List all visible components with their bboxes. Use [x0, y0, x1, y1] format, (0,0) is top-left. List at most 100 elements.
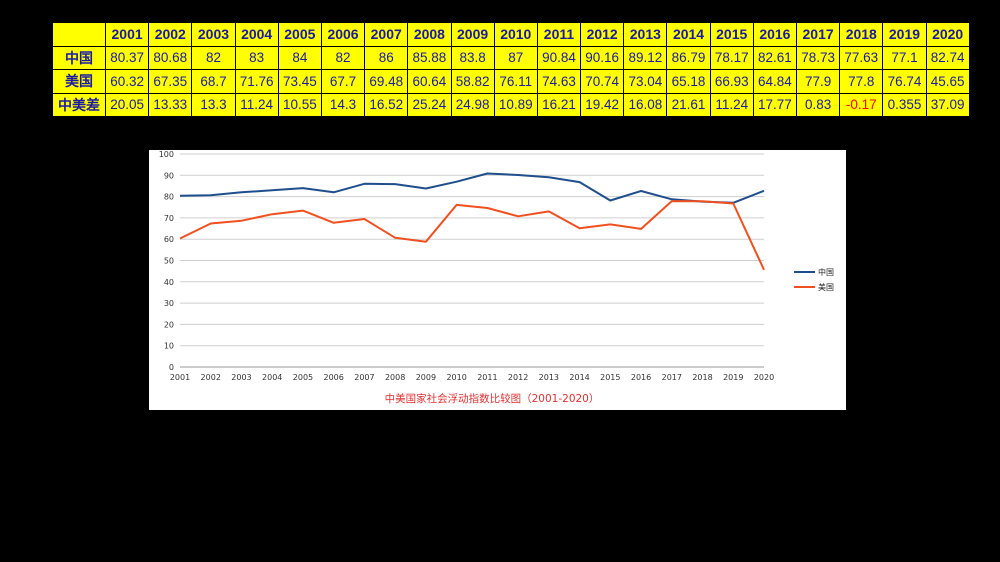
y-tick-label: 100 — [159, 150, 174, 159]
value-cell: 71.76 — [234, 69, 279, 94]
value-cell: 74.63 — [536, 69, 582, 94]
table-row: 中美差 20.05 13.33 13.3 11.24 10.55 14.3 16.52 25.2… — [52, 92, 970, 117]
value-cell: 84 — [277, 45, 322, 70]
line-chart: 0 10 20 30 40 50 60 70 80 90 100 2001 2002 2003 2004 20… — [149, 150, 846, 410]
value-cell: 76.74 — [882, 69, 927, 94]
value-cell: 13.33 — [148, 92, 193, 117]
value-cell: 85.88 — [407, 45, 452, 70]
y-tick-label: 20 — [164, 320, 174, 329]
value-cell: 25.24 — [407, 92, 452, 117]
table-corner-cell — [52, 22, 106, 47]
year-header-cell: 2006 — [320, 22, 366, 47]
y-tick-label: 90 — [164, 171, 174, 180]
value-cell: 90.16 — [580, 45, 625, 70]
value-cell: 69.48 — [364, 69, 409, 94]
table-header-row: 2001 2002 2003 2004 2005 2006 2007 2008 2009 2010… — [52, 22, 970, 47]
value-cell: 64.84 — [752, 69, 798, 94]
data-table: 2001 2002 2003 2004 2005 2006 2007 2008 2009 2010… — [52, 22, 970, 117]
year-header-cell: 2011 — [536, 22, 582, 47]
x-tick-label: 2008 — [385, 373, 405, 382]
value-cell: 86 — [364, 45, 409, 70]
value-cell: 60.64 — [407, 69, 452, 94]
value-cell: 67.35 — [148, 69, 193, 94]
value-cell: 77.63 — [839, 45, 884, 70]
year-header-cell: 2004 — [234, 22, 279, 47]
value-cell: 76.11 — [493, 69, 538, 94]
value-cell: 82.74 — [925, 45, 970, 70]
y-tick-label: 50 — [164, 257, 174, 266]
value-cell: 82 — [320, 45, 366, 70]
value-cell: 19.42 — [580, 92, 625, 117]
x-tick-label: 2014 — [569, 373, 589, 382]
x-tick-label: 2010 — [446, 373, 466, 382]
value-cell: 11.24 — [234, 92, 279, 117]
value-cell: 83.8 — [450, 45, 495, 70]
y-tick-label: 80 — [164, 193, 174, 202]
x-tick-label: 2017 — [662, 373, 682, 382]
x-tick-label: 2001 — [170, 373, 190, 382]
year-header-cell: 2010 — [493, 22, 538, 47]
x-tick-label: 2011 — [477, 373, 497, 382]
value-cell: 45.65 — [925, 69, 970, 94]
year-header-cell: 2017 — [795, 22, 841, 47]
year-header-cell: 2016 — [752, 22, 798, 47]
x-tick-label: 2004 — [262, 373, 282, 382]
row-label-cell: 美国 — [52, 69, 106, 94]
y-tick-label: 70 — [164, 214, 174, 223]
year-header-cell: 2002 — [148, 22, 193, 47]
value-cell: 82.61 — [752, 45, 798, 70]
value-cell: 73.45 — [277, 69, 322, 94]
series-line — [179, 200, 765, 271]
year-header-cell: 2005 — [277, 22, 322, 47]
value-cell: 0.355 — [882, 92, 927, 117]
value-cell: 11.24 — [709, 92, 754, 117]
value-cell: 78.73 — [795, 45, 841, 70]
value-cell: 89.12 — [623, 45, 668, 70]
year-header-cell: 2012 — [580, 22, 625, 47]
year-header-cell: 2018 — [839, 22, 884, 47]
x-tick-label: 2003 — [231, 373, 251, 382]
value-cell: 65.18 — [666, 69, 711, 94]
x-tick-label: 2020 — [754, 373, 774, 382]
value-cell: 10.55 — [277, 92, 322, 117]
y-tick-label: 40 — [164, 278, 174, 287]
value-cell: 60.32 — [104, 69, 150, 94]
year-header-cell: 2003 — [191, 22, 236, 47]
x-tick-label: 2009 — [416, 373, 436, 382]
value-cell: 24.98 — [450, 92, 495, 117]
legend-label: 美国 — [818, 282, 834, 292]
x-tick-label: 2005 — [293, 373, 313, 382]
year-header-cell: 2008 — [407, 22, 452, 47]
value-cell: 80.68 — [148, 45, 193, 70]
value-cell: 58.82 — [450, 69, 495, 94]
value-cell: 16.08 — [623, 92, 668, 117]
legend-label: 中国 — [818, 267, 834, 277]
value-cell: 20.05 — [104, 92, 150, 117]
value-cell: 67.7 — [320, 69, 366, 94]
value-cell: 77.9 — [795, 69, 841, 94]
value-cell: 73.04 — [623, 69, 668, 94]
value-cell: 10.89 — [493, 92, 538, 117]
value-cell: 13.3 — [191, 92, 236, 117]
year-header-cell: 2009 — [450, 22, 495, 47]
value-cell: 87 — [493, 45, 538, 70]
value-cell: 0.83 — [795, 92, 841, 117]
year-header-cell: 2001 — [104, 22, 150, 47]
x-tick-label: 2016 — [631, 373, 651, 382]
value-cell: 82 — [191, 45, 236, 70]
value-cell: 16.52 — [364, 92, 409, 117]
value-cell: 83 — [234, 45, 279, 70]
value-cell: -0.17 — [839, 92, 884, 117]
chart-svg: 0 10 20 30 40 50 60 70 80 90 100 2001 2002 2003 2004 20… — [159, 150, 834, 405]
row-label-cell: 中美差 — [52, 92, 106, 117]
year-header-cell: 2014 — [666, 22, 711, 47]
value-cell: 77.8 — [839, 69, 884, 94]
table-row: 美国 60.32 67.35 68.7 71.76 73.45 67.7 69.48 60.64… — [52, 69, 970, 94]
value-cell: 90.84 — [536, 45, 582, 70]
value-cell: 80.37 — [104, 45, 150, 70]
year-header-cell: 2020 — [925, 22, 970, 47]
x-tick-label: 2006 — [324, 373, 344, 382]
value-cell: 78.17 — [709, 45, 754, 70]
x-tick-label: 2012 — [508, 373, 528, 382]
value-cell: 17.77 — [752, 92, 798, 117]
